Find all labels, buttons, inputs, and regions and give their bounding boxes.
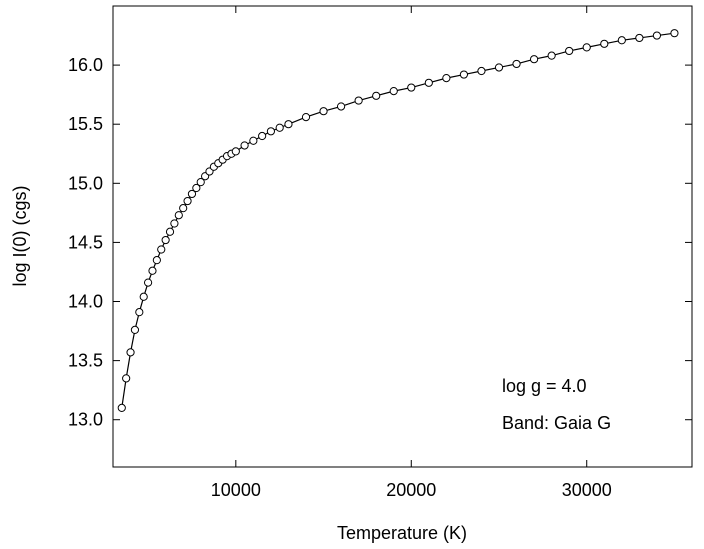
y-tick-label: 15.0 [68,173,103,193]
annotation-band: Band: Gaia G [502,413,611,433]
y-axis-label: log I(0) (cgs) [10,185,30,286]
data-point [192,183,201,193]
y-tick-label: 14.0 [68,292,103,312]
data-point [477,66,486,76]
data-point [494,63,504,72]
y-tick-label: 13.5 [68,351,103,371]
data-point [161,235,170,245]
data-point [157,245,166,254]
x-tick-label: 20000 [386,480,436,500]
data-point [139,292,148,301]
y-tick-label: 14.5 [68,232,103,252]
data-point [249,136,258,145]
data-point [319,107,328,116]
data-point [635,33,644,43]
y-tick-label: 13.0 [68,410,103,430]
data-point [529,55,539,64]
data-point [670,29,679,38]
data-point [301,113,311,122]
x-axis: 10000 20000 30000 [211,6,612,500]
data-point [372,91,381,100]
data-point [600,39,609,48]
data-point [148,266,157,275]
data-point [512,59,521,69]
y-tick-label: 16.0 [68,55,103,75]
data-point [266,127,276,136]
data-point [152,256,161,265]
data-point [187,189,197,199]
annotation-log-g: log g = 4.0 [502,376,587,396]
data-point [196,178,205,187]
data-point [135,308,144,317]
data-point [336,102,346,111]
data-point [258,131,267,141]
data-point [183,196,192,206]
series-points [117,29,679,412]
data-point [354,96,363,105]
data-point [284,120,293,129]
data-point [174,211,183,220]
data-point [231,147,240,156]
y-axis: 13.0 13.5 14.0 14.5 15.0 15.5 16.0 [68,55,692,430]
data-point [442,74,451,83]
x-axis-label: Temperature (K) [337,523,467,543]
data-point [582,43,591,52]
y-tick-label: 15.5 [68,114,103,134]
data-point [170,219,179,228]
data-point [143,278,153,287]
data-point [117,403,126,412]
data-point [617,36,626,45]
data-point [275,123,284,132]
x-tick-label: 10000 [211,480,261,500]
data-point [126,348,135,357]
x-tick-label: 30000 [562,480,612,500]
plot-frame [112,5,693,468]
data-point [130,325,140,334]
data-point [547,51,556,60]
data-point [389,87,398,96]
data-point [407,83,416,92]
data-point [240,141,249,150]
data-point [424,78,433,87]
data-point [459,70,469,79]
series-line [121,32,675,408]
data-point [122,374,131,383]
data-point [565,46,574,56]
data-point [179,204,188,213]
data-point [652,31,662,40]
data-point [165,227,175,236]
